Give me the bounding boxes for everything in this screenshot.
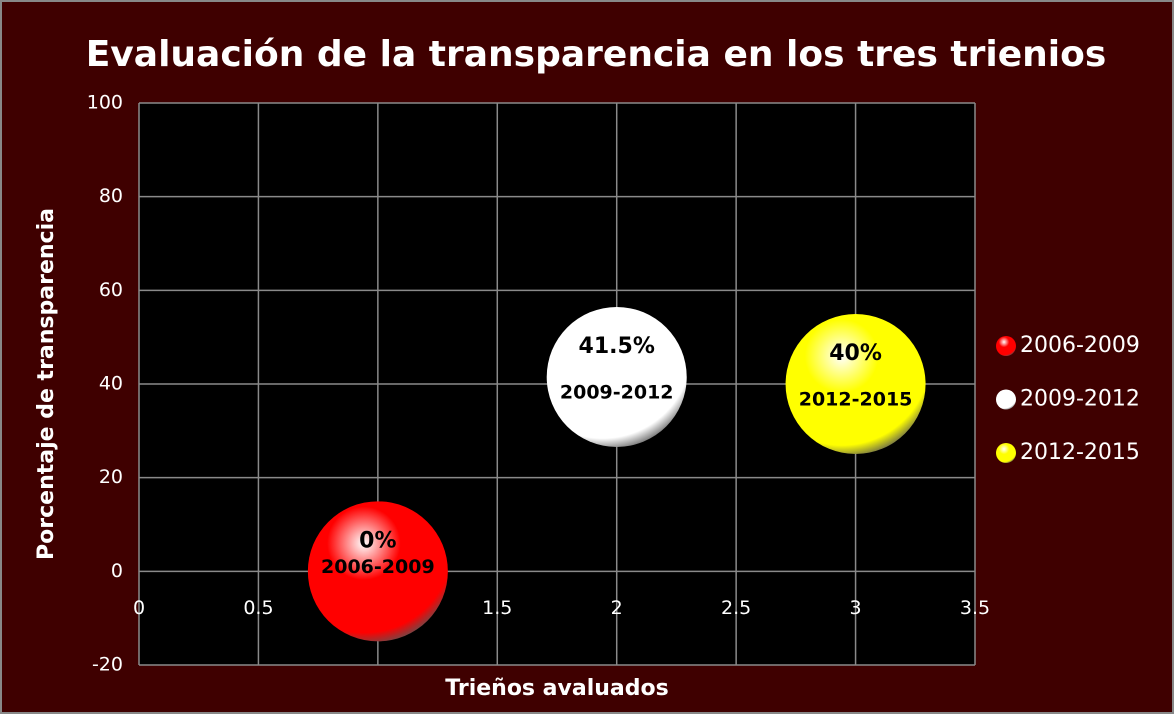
y-tick-label: -20 bbox=[92, 654, 123, 676]
bubble-series-label: 2009-2012 bbox=[560, 381, 674, 403]
data-label: 41.5% bbox=[579, 334, 655, 359]
y-tick-label: 0 bbox=[111, 560, 123, 582]
x-tick-label: 3.5 bbox=[960, 597, 990, 619]
legend-label: 2012-2015 bbox=[1020, 440, 1140, 465]
chart-title: Evaluación de la transparencia en los tr… bbox=[86, 34, 1107, 75]
y-tick-label: 40 bbox=[99, 373, 123, 395]
x-axis-label: Trieños avaluados bbox=[445, 676, 668, 701]
y-tick-label: 20 bbox=[99, 466, 123, 488]
y-tick-label: 100 bbox=[87, 92, 123, 114]
legend-marker bbox=[996, 336, 1016, 356]
bubble-series-label: 2006-2009 bbox=[321, 556, 435, 578]
x-tick-label: 0 bbox=[133, 597, 145, 619]
bubble bbox=[307, 501, 448, 642]
legend-marker bbox=[996, 389, 1016, 410]
data-label: 0% bbox=[359, 528, 396, 553]
bubble bbox=[785, 314, 926, 454]
y-tick-label: 80 bbox=[99, 185, 123, 207]
bubble bbox=[546, 306, 687, 447]
legend-label: 2006-2009 bbox=[1020, 333, 1140, 358]
data-label: 40% bbox=[829, 341, 882, 366]
x-tick-label: 2 bbox=[611, 597, 623, 619]
legend-label: 2009-2012 bbox=[1020, 387, 1140, 412]
legend-marker bbox=[996, 443, 1016, 463]
y-tick-label: 60 bbox=[99, 279, 123, 301]
x-tick-label: 3 bbox=[850, 597, 862, 619]
y-axis-label: Porcentaje de transparencia bbox=[34, 208, 59, 560]
x-tick-label: 1.5 bbox=[482, 597, 512, 619]
x-tick-label: 2.5 bbox=[721, 597, 751, 619]
x-tick-label: 0.5 bbox=[243, 597, 273, 619]
bubble-series-label: 2012-2015 bbox=[799, 389, 913, 411]
